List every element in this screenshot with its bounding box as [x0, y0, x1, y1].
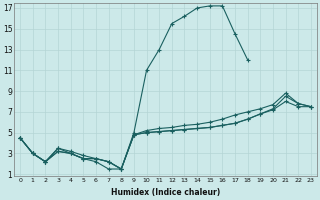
X-axis label: Humidex (Indice chaleur): Humidex (Indice chaleur): [111, 188, 220, 197]
